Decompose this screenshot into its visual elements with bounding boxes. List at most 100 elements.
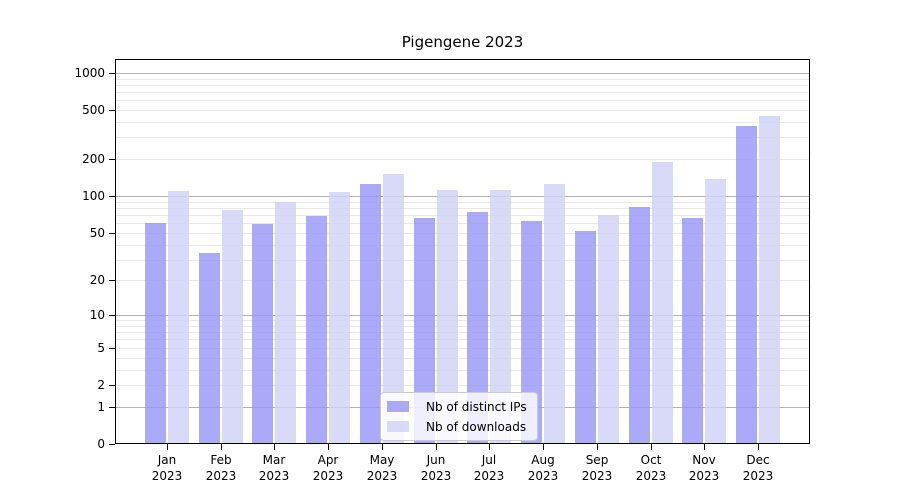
x-tick-label: Jan 2023 <box>135 452 199 484</box>
gridline-minor <box>115 208 810 209</box>
x-tick-month: Sep <box>585 453 609 467</box>
bar-distinct-ips <box>467 212 488 444</box>
x-tick-mark <box>221 444 222 450</box>
x-tick-year: 2023 <box>151 469 183 483</box>
gridline-minor <box>115 348 810 349</box>
x-tick-label: Mar 2023 <box>242 452 306 484</box>
x-tick-year: 2023 <box>312 469 344 483</box>
bar-downloads <box>759 116 780 444</box>
x-tick-label: Dec 2023 <box>726 452 790 484</box>
x-tick-year: 2023 <box>366 469 398 483</box>
bar-distinct-ips <box>682 218 703 444</box>
x-tick-label: Feb 2023 <box>189 452 253 484</box>
x-tick-label: Apr 2023 <box>296 452 360 484</box>
gridline-minor <box>115 122 810 123</box>
y-tick-label: 500 <box>82 103 105 117</box>
x-tick-month: Nov <box>692 453 716 467</box>
y-tick-label: 1 <box>97 400 105 414</box>
x-tick-month: Apr <box>317 453 339 467</box>
legend-item: Nb of distinct IPs <box>387 398 527 415</box>
bar-downloads <box>652 162 673 444</box>
gridline-minor <box>115 100 810 101</box>
bar-distinct-ips <box>414 218 435 444</box>
gridline-minor <box>115 358 810 359</box>
y-tick-mark <box>109 196 115 197</box>
x-tick-month: Aug <box>531 453 555 467</box>
x-tick-year: 2023 <box>420 469 452 483</box>
bar-distinct-ips <box>575 231 596 444</box>
gridline-minor <box>115 370 810 371</box>
gridline-major <box>115 73 810 74</box>
y-tick-label: 2 <box>97 378 105 392</box>
gridline-minor <box>115 85 810 86</box>
legend-label: Nb of distinct IPs <box>426 399 527 414</box>
x-tick-label: Nov 2023 <box>672 452 736 484</box>
chart-title: Pigengene 2023 <box>401 33 524 51</box>
x-tick-mark <box>597 444 598 450</box>
gridline-minor <box>115 339 810 340</box>
y-tick-mark <box>109 280 115 281</box>
gridline-minor <box>115 79 810 80</box>
y-tick-mark <box>109 73 115 74</box>
gridline-minor <box>115 245 810 246</box>
legend-label: Nb of downloads <box>426 419 527 434</box>
x-tick-mark <box>382 444 383 450</box>
x-tick-year: 2023 <box>473 469 505 483</box>
gridline-minor <box>115 202 810 203</box>
x-tick-label: Aug 2023 <box>511 452 575 484</box>
gridline-minor <box>115 110 810 111</box>
y-tick-mark <box>109 385 115 386</box>
y-tick-label: 10 <box>89 308 105 322</box>
bar-distinct-ips <box>145 223 166 444</box>
x-tick-label: May 2023 <box>350 452 414 484</box>
x-tick-label: Jul 2023 <box>457 452 521 484</box>
gridline-minor <box>115 260 810 261</box>
bar-distinct-ips <box>736 126 757 444</box>
x-tick-month: Jan <box>157 453 177 467</box>
bar-downloads <box>705 179 726 444</box>
x-tick-year: 2023 <box>635 469 667 483</box>
y-tick-label: 5 <box>97 341 105 355</box>
y-tick-mark <box>109 159 115 160</box>
x-tick-year: 2023 <box>581 469 613 483</box>
gridline-minor <box>115 233 810 234</box>
bar-downloads <box>544 184 565 444</box>
gridline-major <box>115 315 810 316</box>
gridline-minor <box>115 280 810 281</box>
x-tick-year: 2023 <box>742 469 774 483</box>
x-tick-month: Dec <box>746 453 770 467</box>
x-tick-label: Sep 2023 <box>565 452 629 484</box>
legend: Nb of distinct IPs Nb of downloads <box>380 392 538 441</box>
gridline-major <box>115 196 810 197</box>
bar-downloads <box>598 215 619 444</box>
y-tick-mark <box>109 110 115 111</box>
x-tick-year: 2023 <box>527 469 559 483</box>
y-tick-label: 200 <box>82 152 105 166</box>
x-tick-mark <box>543 444 544 450</box>
y-tick-label: 20 <box>89 273 105 287</box>
x-tick-mark <box>167 444 168 450</box>
x-tick-mark <box>758 444 759 450</box>
y-tick-mark <box>109 233 115 234</box>
bar-downloads <box>275 202 296 444</box>
gridline-minor <box>115 92 810 93</box>
x-tick-month: Jul <box>481 453 497 467</box>
y-tick-mark <box>109 315 115 316</box>
gridline-minor <box>115 223 810 224</box>
bar-downloads <box>168 191 189 444</box>
bar-downloads <box>490 190 511 444</box>
gridline-minor <box>115 332 810 333</box>
y-tick-mark <box>109 348 115 349</box>
gridline-minor <box>115 385 810 386</box>
x-tick-mark <box>489 444 490 450</box>
bar-downloads <box>329 192 350 444</box>
bar-downloads <box>437 190 458 444</box>
gridline-minor <box>115 326 810 327</box>
gridline-minor <box>115 159 810 160</box>
bar-distinct-ips <box>521 221 542 444</box>
plot-area: Nb of distinct IPs Nb of downloads <box>115 59 810 444</box>
x-tick-month: Oct <box>640 453 662 467</box>
x-tick-month: Feb <box>210 453 232 467</box>
x-tick-month: Jun <box>426 453 446 467</box>
x-tick-mark <box>436 444 437 450</box>
